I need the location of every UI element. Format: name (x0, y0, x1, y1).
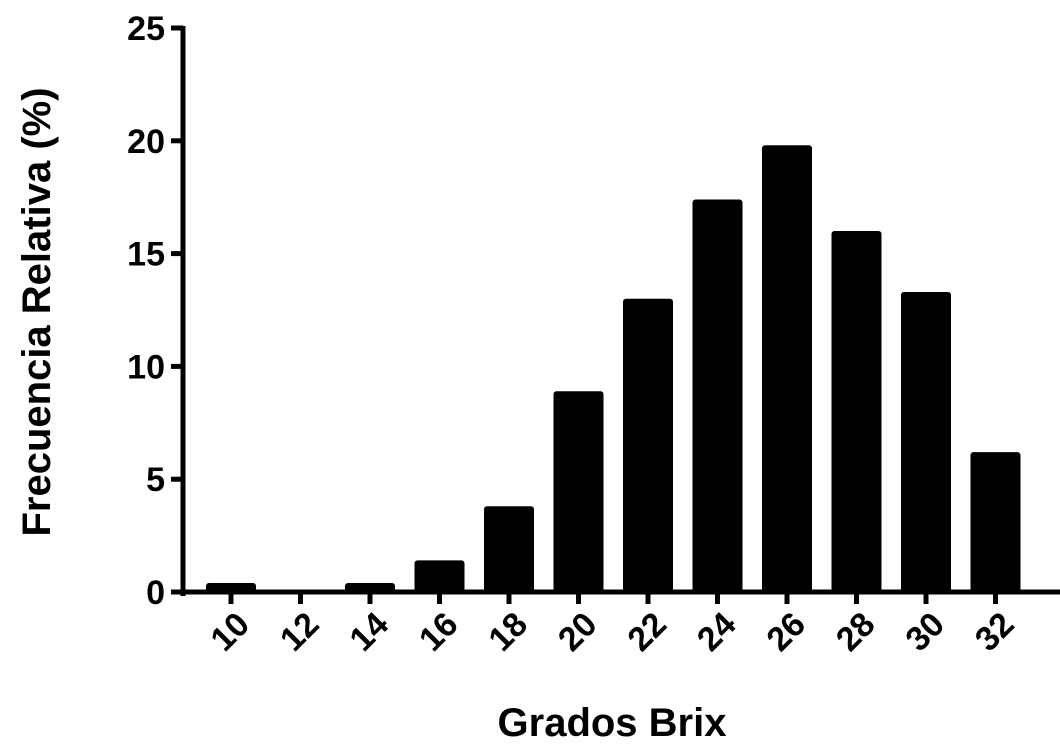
y-axis-title: Frecuencia Relativa (%) (15, 87, 59, 536)
bar-28 (831, 231, 882, 593)
bars-group (206, 145, 1021, 593)
x-ticks-group: 10 12 14 16 18 20 22 24 26 28 30 32 (203, 592, 1022, 659)
bar-18 (484, 506, 534, 592)
y-ticks-group: 0 5 10 15 20 25 (127, 10, 183, 612)
x-tick-label-18: 18 (481, 605, 535, 659)
x-tick-label-28: 28 (829, 605, 883, 659)
x-tick-label-32: 32 (968, 605, 1022, 659)
y-tick-label-15: 15 (127, 236, 165, 274)
bar-24 (692, 199, 743, 592)
y-tick-label-10: 10 (127, 348, 165, 386)
y-tick-label-5: 5 (146, 461, 165, 499)
bar-16 (414, 560, 465, 592)
x-tick-label-26: 26 (759, 605, 813, 659)
x-tick-label-24: 24 (690, 605, 744, 659)
bar-20 (553, 391, 604, 592)
y-tick-label-0: 0 (146, 574, 165, 612)
axes-group (180, 26, 1060, 596)
x-tick-label-16: 16 (412, 605, 466, 659)
bar-22 (623, 298, 673, 592)
x-tick-label-10: 10 (203, 605, 257, 659)
x-tick-label-22: 22 (620, 605, 674, 659)
bar-30 (901, 291, 951, 592)
x-tick-label-20: 20 (551, 605, 605, 659)
x-tick-label-30: 30 (898, 605, 952, 659)
bar-26 (762, 145, 812, 592)
x-tick-label-14: 14 (342, 605, 396, 659)
y-tick-label-20: 20 (127, 123, 165, 161)
y-tick-label-25: 25 (127, 10, 165, 48)
bar-32 (970, 452, 1021, 592)
x-tick-label-12: 12 (273, 605, 327, 659)
x-axis-title: Grados Brix (498, 701, 727, 745)
